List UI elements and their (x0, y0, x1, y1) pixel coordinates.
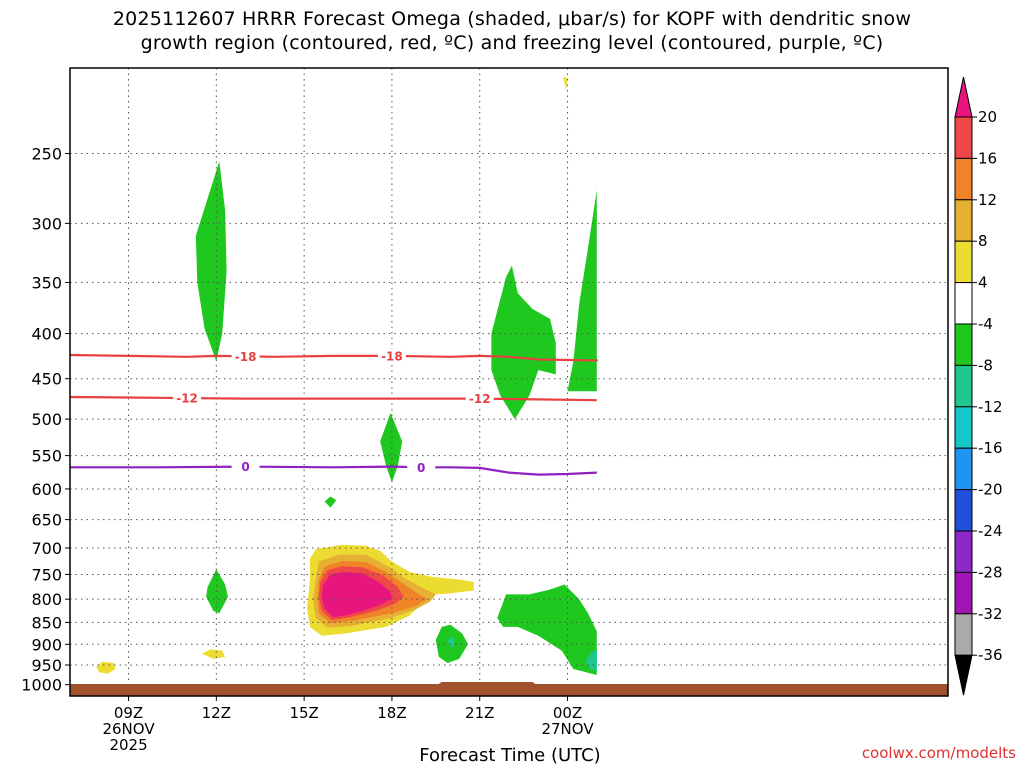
contour-label--12-1: -12 (469, 392, 491, 406)
y-tick-label-950: 950 (31, 656, 62, 675)
contour-label-bg (173, 391, 202, 406)
y-tick-label-1000: 1000 (21, 676, 62, 695)
credit-link[interactable]: coolwx.com/modelts (861, 744, 1016, 762)
chart-title-line1: 2025112607 HRRR Forecast Omega (shaded, … (112, 8, 912, 30)
colorbar-swatch-7 (954, 406, 973, 449)
omega-region-9 (585, 649, 597, 671)
colorbar-label-11: -28 (978, 563, 1003, 581)
y-tick-label-600: 600 (31, 480, 62, 499)
colorbar-swatch-2 (954, 199, 973, 242)
y-tick-label-500: 500 (31, 410, 62, 429)
colorbar-label-9: -20 (978, 481, 1003, 499)
colorbar-swatch-0 (954, 116, 973, 159)
colorbar-label-4: 4 (978, 274, 988, 292)
colorbar-swatch-10 (954, 530, 973, 573)
x-tick-label-15Z: 15Z (289, 704, 318, 722)
colorbar-label-1: 16 (978, 149, 997, 167)
omega-region-16 (321, 571, 392, 617)
omega-region-10 (96, 661, 116, 674)
colorbar-swatch-3 (954, 240, 973, 284)
y-tick-label-900: 900 (31, 635, 62, 654)
x-tick-label-21Z: 21Z (465, 704, 494, 722)
omega-region-17 (563, 77, 568, 91)
y-tick-label-700: 700 (31, 539, 62, 558)
x-tick-label-00Z: 00Z (553, 704, 582, 722)
contour-label-bg (465, 391, 494, 406)
x-tick-date-09Z: 26NOV (102, 720, 155, 738)
colorbar-swatch-9 (954, 489, 973, 532)
omega-region-5 (206, 569, 228, 614)
y-tick-label-550: 550 (31, 447, 62, 466)
contour-label-bg (407, 460, 436, 475)
y-tick-label-450: 450 (31, 370, 62, 389)
y-tick-label-800: 800 (31, 590, 62, 609)
y-tick-label-650: 650 (31, 511, 62, 530)
omega-region-0 (195, 161, 227, 362)
terrain-bump (438, 682, 536, 684)
terrain-layer (70, 682, 948, 696)
grid-lines (70, 68, 948, 686)
colorbar-label-5: -4 (978, 315, 993, 333)
omega-region-3 (380, 412, 403, 483)
y-tick-label-400: 400 (31, 325, 62, 344)
omega-region-8 (447, 635, 455, 649)
colorbar-label-12: -32 (978, 605, 1003, 623)
colorbar-label-0: 20 (978, 108, 997, 126)
plot-frame (69, 67, 949, 697)
omega-region-4 (324, 496, 337, 508)
x-tick-year-09Z: 2025 (109, 736, 147, 754)
omega-region-2 (567, 190, 597, 392)
x-tick-label-18Z: 18Z (377, 704, 406, 722)
colorbar-label-7: -12 (978, 398, 1003, 416)
contour-lines: -18 -18 -12 -12 0 0 (69, 348, 598, 476)
contour-label--12-0: -12 (176, 392, 198, 406)
contour-label--18-0: -18 (235, 350, 257, 364)
y-tick-label-350: 350 (31, 273, 62, 292)
contour-label-bg (377, 348, 406, 363)
colorbar: 20 16 12 8 4 -4 -8 -12 -16 -20 -24 -28 -32 -36 (954, 76, 1003, 696)
colorbar-swatch-12 (954, 613, 973, 656)
x-tick-date-00Z: 27NOV (541, 720, 594, 738)
contour-label-bg (231, 349, 260, 364)
colorbar-swatch-4 (954, 282, 973, 325)
colorbar-swatch-11 (954, 571, 973, 615)
x-tick-label-09Z: 09Z (114, 704, 143, 722)
colorbar-label-2: 12 (978, 191, 997, 209)
omega-region-6 (497, 584, 597, 675)
y-axis-ticks: 250 300 350 400 450 500 550 600 650 700 750 800 850 9… (21, 144, 70, 695)
y-tick-label-300: 300 (31, 214, 62, 233)
y-tick-label-250: 250 (31, 144, 62, 163)
colorbar-label-3: 8 (978, 232, 988, 250)
colorbar-swatch-6 (954, 364, 973, 408)
colorbar-label-13: -36 (978, 646, 1003, 664)
colorbar-label-6: -8 (978, 356, 993, 374)
shaded-omega-layer (96, 77, 597, 675)
colorbar-top-arrow (954, 76, 973, 118)
chart-title-line2: growth region (contoured, red, ºC) and f… (140, 32, 884, 54)
colorbar-swatch-1 (954, 157, 973, 201)
y-tick-label-750: 750 (31, 565, 62, 584)
contour-label-0-0: 0 (241, 460, 249, 474)
contour-label--18-1: -18 (381, 349, 403, 363)
x-tick-label-12Z: 12Z (202, 704, 231, 722)
terrain-band (70, 684, 948, 696)
colorbar-label-10: -24 (978, 522, 1003, 540)
colorbar-bottom-arrow (954, 654, 973, 696)
contour-label-0-1: 0 (417, 461, 425, 475)
omega-region-11 (201, 649, 226, 659)
contour-line-0 (70, 465, 597, 476)
colorbar-swatch-8 (954, 447, 973, 491)
y-tick-label-850: 850 (31, 613, 62, 632)
x-axis-title: Forecast Time (UTC) (419, 745, 601, 766)
colorbar-label-8: -16 (978, 439, 1003, 457)
omega-region-1 (491, 265, 556, 420)
contour-label-bg (231, 459, 260, 474)
contour-line--12 (69, 395, 597, 402)
colorbar-swatch-5 (954, 323, 973, 366)
